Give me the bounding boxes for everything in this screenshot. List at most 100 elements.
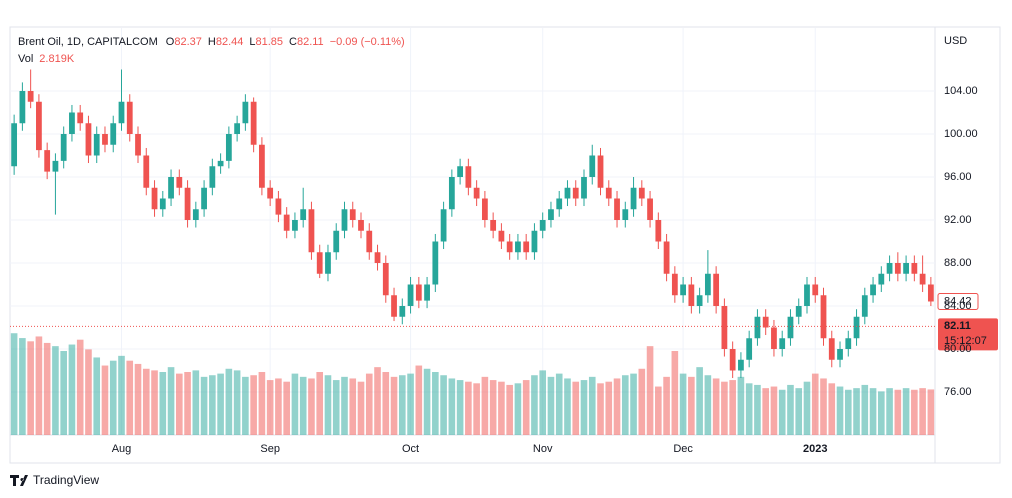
volume-bar (250, 375, 257, 435)
candle-body (581, 176, 587, 199)
volume-bar (795, 388, 803, 435)
volume-bar (217, 373, 224, 435)
candle-body (52, 160, 59, 172)
candle-body (498, 230, 505, 242)
volume-bar (522, 380, 530, 435)
volume-bar (605, 381, 613, 435)
volume-bar (671, 351, 679, 435)
y-tick-label: 80.00 (944, 343, 972, 355)
candle-body (275, 198, 282, 215)
candle-body (572, 187, 579, 199)
volume-bar (332, 380, 340, 435)
y-tick-label: 104.00 (944, 85, 978, 97)
candle-body (548, 209, 554, 220)
candle-body (143, 155, 150, 188)
volume-bar (514, 383, 522, 435)
candle-body (374, 252, 381, 263)
volume-bar (894, 389, 902, 435)
candle-body (894, 262, 901, 274)
candle-body (415, 284, 422, 301)
candle-body (680, 284, 686, 296)
volume-bar (10, 333, 18, 435)
volume-bar (869, 388, 877, 435)
candle-body (531, 230, 538, 253)
candle-body (382, 262, 389, 296)
candle-body (721, 305, 728, 349)
candle-body (506, 241, 513, 253)
candle-body (886, 262, 893, 274)
candle-body (919, 273, 926, 285)
candle-body (762, 316, 769, 328)
volume-bar (745, 383, 753, 435)
volume-bar (853, 388, 860, 435)
candle-body (812, 284, 819, 296)
candle-body (837, 348, 843, 360)
volume-bar (688, 376, 695, 435)
candle-body (663, 241, 670, 274)
candle-body (870, 284, 876, 296)
volume-bar (349, 378, 357, 435)
candle-body (201, 187, 207, 210)
candle-body (126, 101, 133, 134)
candle-body (358, 219, 364, 231)
volume-bar (729, 380, 736, 435)
candle-body (184, 187, 191, 220)
candle-body (36, 101, 42, 151)
volume-bar (737, 376, 745, 435)
volume-bar (498, 381, 505, 435)
volume-bar (638, 368, 646, 435)
volume-bar (258, 372, 266, 435)
last-bar-marker-label: 84.42 (944, 295, 972, 307)
candle-body (308, 209, 315, 253)
volume-bar (52, 346, 59, 435)
volume-bar (60, 351, 67, 435)
branding: TradingView (10, 473, 99, 487)
volume-bar (176, 373, 183, 435)
candle-body (515, 241, 521, 253)
currency: USD (944, 35, 967, 47)
volume-bar (770, 386, 778, 435)
volume-bar (481, 376, 489, 435)
candle-body (151, 187, 158, 210)
volume-bar (291, 373, 299, 435)
x-tick-label: Dec (673, 443, 693, 455)
candle-body (614, 198, 620, 220)
candle-body (93, 133, 100, 156)
candle-body (490, 219, 497, 231)
legend-value: 82.44 (216, 36, 244, 48)
volume-bar (109, 360, 117, 435)
x-tick-label: Nov (533, 443, 553, 455)
candle-body (19, 90, 26, 124)
candle-body (366, 230, 373, 253)
volume-bar (415, 365, 423, 435)
x-tick-label: 2023 (803, 443, 827, 455)
candle-body (209, 166, 216, 188)
candle-body (911, 262, 918, 274)
candle-body (589, 155, 596, 177)
candle-body (787, 316, 794, 339)
volume-bar (465, 381, 472, 435)
candle-body (135, 133, 141, 156)
candle-body (729, 348, 736, 371)
volume-bar (679, 373, 687, 435)
x-tick-label: Sep (260, 443, 280, 455)
brand-name: TradingView (33, 473, 99, 487)
volume-bar (85, 349, 92, 435)
volume-bar (927, 389, 935, 435)
volume-bar (299, 376, 307, 435)
volume-bar (19, 338, 26, 435)
volume-bar (101, 365, 109, 435)
legend: Brent Oil, 1D, CAPITALCOM O82.37 H82.44 L81… (18, 36, 405, 48)
candle-body (391, 295, 397, 317)
candle-body (539, 219, 546, 231)
candle-body (457, 166, 464, 177)
candle-body (481, 198, 488, 220)
volume-bar (663, 376, 670, 435)
y-tick-label: 92.00 (944, 214, 972, 226)
volume-bar (754, 384, 761, 435)
legend-key: H (208, 36, 216, 48)
candle-body (27, 90, 34, 102)
volume-bar (151, 370, 158, 435)
volume-bar (126, 360, 134, 435)
candles (11, 69, 934, 379)
